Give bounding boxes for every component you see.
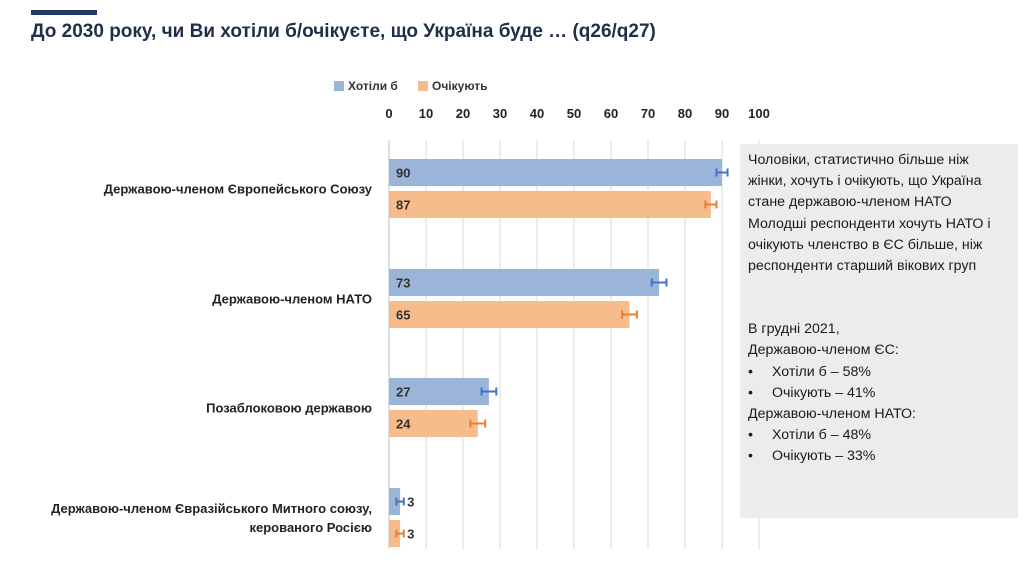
x-tick-label: 90 — [715, 106, 729, 121]
data-label: 27 — [396, 385, 410, 400]
x-tick-label: 80 — [678, 106, 692, 121]
eu-heading: Державою-членом ЄС: — [748, 342, 899, 359]
data-label: 73 — [396, 276, 410, 291]
x-tick-label: 70 — [641, 106, 655, 121]
data-label: 24 — [396, 417, 411, 432]
x-tick-label: 10 — [419, 106, 433, 121]
nato-heading: Державою-членом НАТО: — [748, 406, 916, 423]
chart-title: До 2030 року, чи Ви хотіли б/очікуєте, щ… — [31, 21, 656, 42]
x-tick-label: 0 — [385, 106, 392, 121]
data-label: 3 — [407, 527, 414, 542]
title-accent-bar — [31, 10, 97, 15]
bar — [389, 378, 489, 405]
bar — [389, 269, 660, 296]
bar — [389, 410, 478, 437]
december-intro: В грудні 2021, — [748, 321, 840, 338]
eu-bullet-2: • Очікують – 41% — [748, 384, 876, 401]
bar — [389, 488, 401, 515]
category-label: керованого Росією — [250, 520, 373, 535]
info-box: Чоловіки, статистично більше ніж жінки, … — [740, 144, 1018, 518]
category-label: Державою-членом Європейського Союзу — [104, 182, 373, 197]
x-tick-label: 40 — [530, 106, 544, 121]
x-tick-label: 50 — [567, 106, 581, 121]
info-paragraph-2: Молодші респонденти хочуть НАТО і очікую… — [748, 215, 991, 275]
legend-label: Очікують — [432, 79, 488, 93]
category-label: Державою-членом НАТО — [212, 292, 372, 307]
bar — [389, 301, 630, 328]
legend-swatch — [418, 81, 428, 91]
bar — [389, 159, 722, 186]
bar — [389, 191, 711, 218]
x-tick-label: 60 — [604, 106, 618, 121]
eu-bullet-1: • Хотіли б – 58% — [748, 363, 871, 380]
category-label: Державою-членом Євразійського Митного со… — [51, 501, 372, 516]
x-tick-label: 20 — [456, 106, 470, 121]
data-label: 3 — [407, 495, 414, 510]
x-tick-label: 100 — [748, 106, 770, 121]
nato-bullet-2: • Очікують – 33% — [748, 448, 876, 465]
data-label: 87 — [396, 198, 410, 213]
info-paragraph-1: Чоловіки, статистично більше ніж жінки, … — [748, 152, 982, 211]
x-tick-label: 30 — [493, 106, 507, 121]
legend-label: Хотіли б — [348, 79, 398, 93]
bar — [389, 520, 401, 547]
category-label: Позаблоковою державою — [206, 401, 372, 416]
data-label: 90 — [396, 166, 410, 181]
legend-swatch — [334, 81, 344, 91]
nato-bullet-1: • Хотіли б – 48% — [748, 427, 871, 444]
data-label: 65 — [396, 308, 410, 323]
